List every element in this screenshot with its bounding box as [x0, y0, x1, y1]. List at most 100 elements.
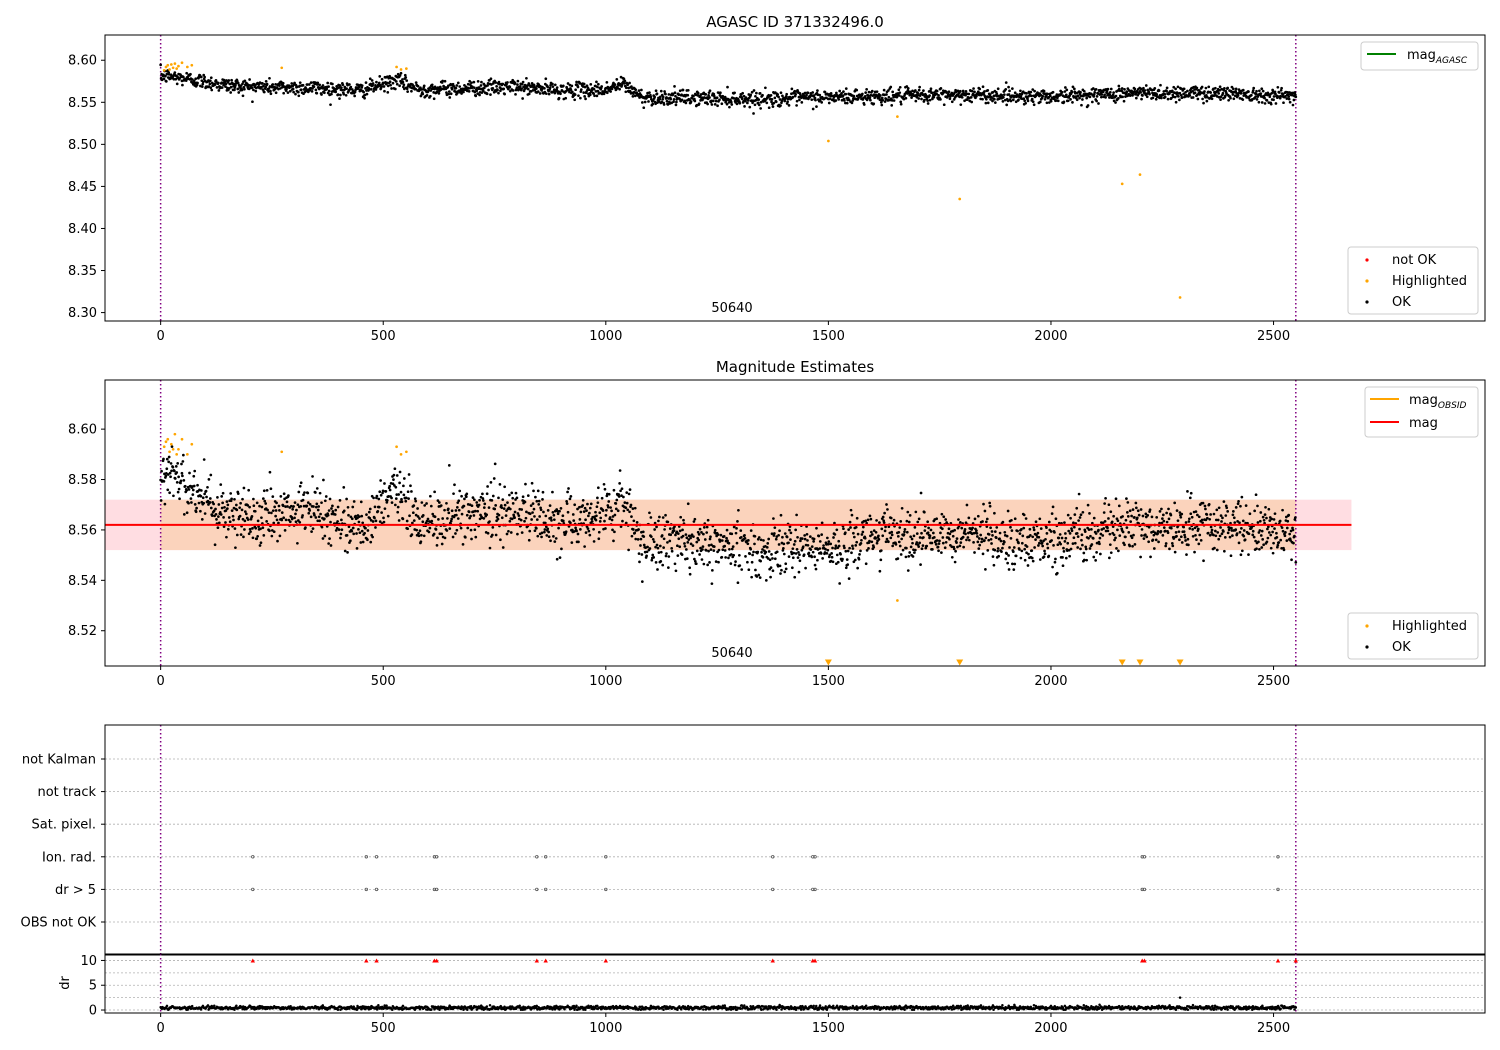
- ok-point: [824, 547, 827, 551]
- ok-point: [346, 551, 349, 554]
- ok-point: [768, 558, 772, 562]
- ok-point: [759, 538, 763, 542]
- ok-point: [970, 100, 974, 104]
- ok-point: [1267, 525, 1270, 529]
- ok-point: [941, 536, 945, 539]
- ok-point: [203, 492, 206, 496]
- ok-point: [938, 521, 942, 525]
- ok-point: [1219, 514, 1223, 517]
- ok-point: [460, 494, 463, 498]
- ok-point: [1106, 526, 1109, 530]
- ok-point: [835, 91, 838, 95]
- ok-point: [292, 505, 295, 508]
- ok-point: [496, 88, 499, 92]
- ok-point: [491, 87, 495, 90]
- ok-point: [223, 505, 226, 509]
- ok-point: [843, 546, 846, 550]
- ok-point: [524, 516, 528, 520]
- ok-point: [1290, 558, 1293, 562]
- highlighted-point: [399, 68, 403, 71]
- ok-point: [1280, 86, 1283, 90]
- ok-point: [818, 98, 822, 102]
- ok-point: [573, 98, 577, 102]
- ok-point: [869, 534, 872, 538]
- ok-point: [511, 501, 515, 505]
- ok-point: [861, 92, 864, 96]
- ok-point: [1019, 556, 1023, 560]
- ok-point: [730, 532, 734, 536]
- ok-point: [892, 99, 896, 102]
- ok-point: [693, 99, 697, 103]
- ok-point: [588, 506, 592, 510]
- ok-point: [900, 506, 904, 510]
- ok-point: [468, 79, 471, 83]
- ok-point: [1259, 92, 1263, 95]
- ok-point: [712, 549, 716, 552]
- ok-point: [979, 533, 983, 537]
- ok-point: [360, 514, 364, 518]
- ok-point: [648, 547, 652, 550]
- ok-point: [702, 532, 705, 536]
- ok-point: [746, 560, 749, 564]
- ok-point: [1075, 506, 1079, 510]
- ok-point: [173, 477, 177, 480]
- ok-point: [1149, 555, 1152, 559]
- ok-point: [568, 497, 572, 501]
- ok-point: [651, 102, 655, 106]
- ok-point: [226, 507, 229, 510]
- ok-point: [765, 545, 769, 549]
- ok-point: [207, 478, 211, 481]
- ok-point: [1001, 100, 1005, 103]
- ok-point: [573, 93, 577, 96]
- ok-point: [958, 544, 962, 548]
- ok-point: [1033, 546, 1036, 549]
- ok-point: [270, 511, 273, 515]
- highlighted-point: [190, 63, 194, 67]
- ok-point: [774, 100, 778, 104]
- ok-point: [847, 98, 851, 102]
- ok-point: [998, 531, 1002, 535]
- ok-point: [1237, 500, 1240, 503]
- ok-point: [770, 100, 773, 104]
- ok-point: [1043, 549, 1046, 553]
- ok-point: [536, 489, 540, 493]
- ok-point: [209, 473, 213, 477]
- ok-point: [783, 99, 787, 103]
- ok-point: [971, 526, 974, 530]
- ok-point: [490, 499, 494, 502]
- ok-point: [285, 500, 289, 504]
- ok-point: [718, 98, 721, 102]
- ok-point: [175, 480, 179, 484]
- x-tick-label: 1000: [589, 329, 622, 344]
- ok-point: [451, 535, 455, 539]
- ok-point: [668, 539, 672, 543]
- ok-point: [575, 80, 578, 84]
- ok-point: [596, 85, 599, 89]
- ok-point: [388, 484, 392, 488]
- ok-point: [926, 102, 930, 105]
- ok-point: [594, 510, 597, 514]
- ok-point: [204, 489, 208, 493]
- ok-point: [639, 537, 643, 541]
- ok-point: [701, 545, 705, 549]
- ok-point: [702, 526, 706, 529]
- ok-point: [229, 85, 233, 89]
- ok-point: [589, 82, 593, 86]
- ok-point: [1221, 516, 1224, 520]
- highlighted-point: [169, 63, 173, 66]
- ok-point: [1017, 98, 1020, 102]
- ok-point: [1151, 96, 1155, 100]
- ok-point: [664, 554, 668, 558]
- ok-point: [748, 552, 752, 556]
- ok-point: [555, 557, 559, 561]
- ok-point: [511, 496, 515, 500]
- ok-point: [236, 87, 240, 91]
- ok-point: [764, 550, 768, 554]
- ok-point: [1257, 100, 1261, 104]
- ok-point: [708, 89, 712, 93]
- ok-point: [756, 550, 760, 554]
- ok-point: [1210, 97, 1214, 101]
- ok-point: [1234, 528, 1238, 531]
- ok-point: [549, 516, 553, 520]
- flag-category-label: dr > 5: [55, 883, 96, 898]
